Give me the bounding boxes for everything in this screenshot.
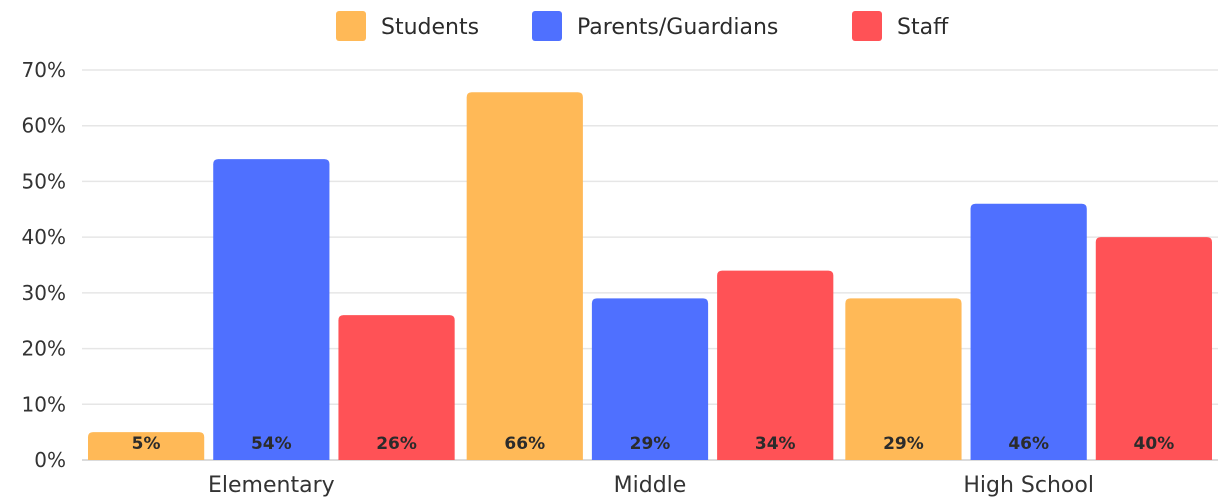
- legend-label: Staff: [897, 15, 949, 40]
- bars: [88, 92, 1212, 461]
- bar-parents-guardians-high-school: [970, 203, 1087, 460]
- bar-staff-high-school: [1095, 237, 1212, 460]
- data-label: 40%: [1134, 434, 1175, 454]
- legend-label: Students: [381, 15, 479, 40]
- y-tick-label: 70%: [22, 58, 66, 82]
- bar-students-middle: [466, 92, 583, 461]
- legend-swatch: [852, 11, 882, 41]
- x-category-label: Middle: [614, 473, 687, 498]
- bar-students-high-school: [845, 298, 962, 460]
- y-tick-label: 40%: [22, 225, 66, 249]
- legend-label: Parents/Guardians: [577, 15, 778, 40]
- data-label: 26%: [376, 434, 417, 454]
- legend: Students Parents/Guardians Staff: [336, 11, 949, 41]
- data-label: 5%: [132, 434, 161, 454]
- data-label: 46%: [1008, 434, 1049, 454]
- x-category-label: High School: [963, 473, 1094, 498]
- y-tick-label: 60%: [22, 114, 66, 138]
- data-label: 54%: [251, 434, 292, 454]
- data-labels: 5% 54% 26% 66% 29% 34% 29% 46% 40%: [132, 434, 1175, 454]
- bar-parents-guardians-middle: [591, 298, 709, 460]
- y-tick-label: 30%: [22, 281, 66, 305]
- data-label: 34%: [755, 434, 796, 454]
- y-tick-label: 10%: [22, 392, 66, 416]
- legend-swatch: [532, 11, 562, 41]
- data-label: 29%: [630, 434, 671, 454]
- y-axis-ticks: 0% 10% 20% 30% 40% 50% 60% 70%: [22, 58, 66, 472]
- bar-staff-middle: [717, 270, 834, 460]
- bar-staff-elementary: [338, 315, 455, 460]
- x-category-label: Elementary: [208, 473, 335, 498]
- y-tick-label: 50%: [22, 169, 66, 193]
- legend-swatch: [336, 11, 366, 41]
- x-axis-categories: Elementary Middle High School: [208, 473, 1094, 498]
- data-label: 29%: [883, 434, 924, 454]
- y-tick-label: 0%: [34, 448, 66, 472]
- y-tick-label: 20%: [22, 337, 66, 361]
- bar-students-elementary: [88, 432, 205, 460]
- bar-parents-guardians-elementary: [213, 159, 330, 460]
- data-label: 66%: [504, 434, 545, 454]
